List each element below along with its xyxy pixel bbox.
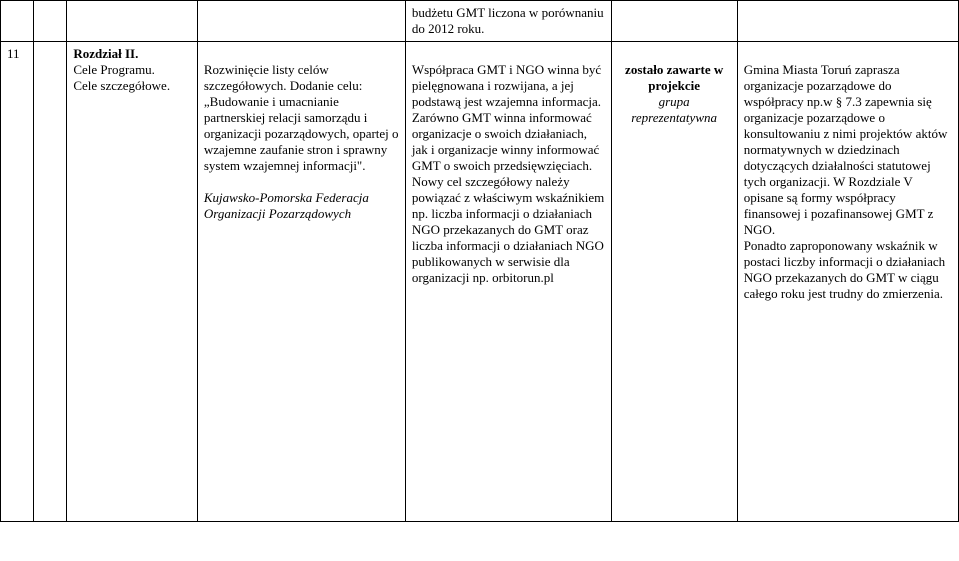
- cell-section: Rozdział II. Cele Programu. Cele szczegó…: [67, 42, 198, 522]
- cell-response: Gmina Miasta Toruń zaprasza organizacje …: [737, 42, 958, 522]
- cell-empty: [34, 1, 67, 42]
- cell-proposal: Rozwinięcie listy celów szczegółowych. D…: [197, 42, 405, 522]
- proposal-author: Kujawsko-Pomorska Federacja Organizacji …: [204, 190, 369, 221]
- table-row: budżetu GMT liczona w porównaniu do 2012…: [1, 1, 959, 42]
- document-table: budżetu GMT liczona w porównaniu do 2012…: [0, 0, 959, 522]
- cell-status: zostało zawarte w projekcie grupa reprez…: [611, 42, 737, 522]
- cell-empty: [611, 1, 737, 42]
- response-text: Gmina Miasta Toruń zaprasza organizacje …: [744, 62, 948, 237]
- status-bold: zostało zawarte w projekcie: [625, 62, 723, 93]
- cell-empty: [1, 1, 34, 42]
- cell-number: 11: [1, 42, 34, 522]
- cell-justification: Współpraca GMT i NGO winna być pielęgnow…: [405, 42, 611, 522]
- status-italic: grupa reprezentatywna: [631, 94, 717, 125]
- cell-empty: [67, 1, 198, 42]
- cell-text: budżetu GMT liczona w porównaniu do 2012…: [405, 1, 611, 42]
- cell-empty: [34, 42, 67, 522]
- response-text2: Ponadto zaproponowany wskaźnik w postaci…: [744, 238, 945, 301]
- table-row: 11 Rozdział II. Cele Programu. Cele szcz…: [1, 42, 959, 522]
- section-line: Cele szczegółowe.: [73, 78, 170, 93]
- cell-empty: [737, 1, 958, 42]
- proposal-p1: Rozwinięcie listy celów szczegółowych. D…: [204, 62, 362, 93]
- justification-text: Współpraca GMT i NGO winna być pielęgnow…: [412, 62, 604, 285]
- cell-empty: [197, 1, 405, 42]
- proposal-p2: „Budowanie i umacnianie partnerskiej rel…: [204, 94, 399, 173]
- section-title: Rozdział II.: [73, 46, 138, 61]
- section-line: Cele Programu.: [73, 62, 155, 77]
